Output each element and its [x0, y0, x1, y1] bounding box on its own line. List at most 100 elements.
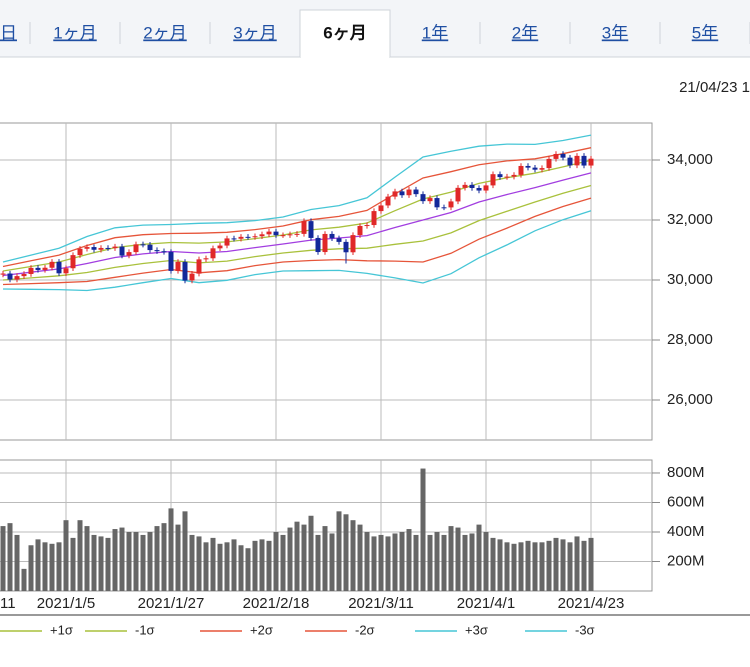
volume-bar [266, 540, 272, 591]
volume-bar [588, 537, 594, 591]
volume-bar [539, 542, 545, 591]
candle-body [504, 176, 510, 178]
volume-bar [245, 548, 251, 591]
tab[interactable]: 1ヶ月 [53, 23, 96, 42]
candle-body [238, 236, 244, 239]
volume-bar [497, 539, 503, 591]
volume-bar [357, 524, 363, 591]
candle-body [567, 157, 573, 166]
candle-body [588, 158, 594, 166]
tab[interactable]: 3ヶ月 [233, 23, 276, 42]
x-tick-label: 2021/2/18 [243, 595, 310, 612]
tab[interactable]: 日 [0, 23, 17, 42]
volume-bar [161, 523, 167, 591]
candle-body [252, 236, 258, 238]
price-panel [0, 122, 653, 441]
volume-bar [469, 533, 475, 591]
tab[interactable]: 5年 [692, 23, 718, 42]
band-line [2, 159, 592, 272]
volume-bar [546, 540, 552, 591]
tab[interactable]: 2年 [512, 23, 538, 42]
tab[interactable]: 1年 [422, 23, 448, 42]
legend-label: -3σ [575, 622, 595, 637]
volume-bar [224, 542, 230, 591]
candle-body [308, 221, 314, 238]
candle-body [462, 184, 468, 188]
candle-body [357, 225, 363, 236]
x-tick-label: 2021/3/11 [348, 595, 414, 612]
volume-bar [567, 542, 573, 591]
tab[interactable]: 3年 [602, 23, 628, 42]
candle-body [245, 236, 251, 238]
volume-bar [406, 529, 412, 591]
volume-bar [273, 531, 279, 591]
x-tick-label: 2021/4/1 [457, 595, 515, 612]
volume-bar [112, 529, 118, 591]
volume-bar [231, 539, 237, 591]
volume-bar [420, 468, 426, 591]
candle-body [0, 273, 6, 275]
y-tick-label: 28,000 [667, 331, 713, 348]
candle-body [168, 251, 174, 271]
candle-body [203, 258, 209, 260]
volume-bar [119, 527, 125, 591]
x-tick-label: 2021/1/5 [37, 595, 95, 612]
band-line [2, 197, 592, 286]
x-tick-label: 11 [0, 595, 16, 612]
volume-bar [196, 536, 202, 591]
volume-bar [238, 545, 244, 591]
band-line [2, 172, 592, 277]
volume-bar [308, 515, 314, 591]
band-line [2, 210, 592, 292]
candle-body [469, 184, 475, 189]
volume-bar [441, 534, 447, 591]
volume-bar [490, 537, 496, 591]
candle-body [574, 155, 580, 166]
volume-bar [203, 542, 209, 591]
candle-body [119, 246, 125, 256]
volume-bar [147, 531, 153, 591]
volume-bar [413, 534, 419, 591]
volume-bar [511, 543, 517, 591]
candle-body [196, 259, 202, 274]
candle-body [392, 191, 398, 197]
y-tick-label: 34,000 [667, 151, 713, 168]
candle-body [581, 155, 587, 166]
candle-body [259, 234, 265, 237]
candle-body [63, 268, 69, 274]
candle-body [322, 233, 328, 253]
y-tick-label: 400M [667, 523, 705, 540]
volume-bar [0, 526, 6, 591]
candle-body [42, 267, 48, 270]
band-line [2, 184, 592, 281]
candle-body [546, 158, 552, 169]
volume-bar [77, 520, 83, 591]
volume-bar [154, 526, 160, 591]
candle-body [147, 244, 153, 251]
candle-body [280, 235, 286, 237]
legend-label: -2σ [355, 622, 375, 637]
volume-bar [462, 534, 468, 591]
volume-bar [504, 542, 510, 591]
volume-bar [98, 536, 104, 591]
candle-body [56, 261, 62, 274]
volume-bar [28, 545, 34, 591]
volume-bar [189, 534, 195, 591]
volume-bar [322, 526, 328, 591]
legend-label: +3σ [465, 622, 488, 637]
candle-body [189, 273, 195, 281]
candle-body [105, 247, 111, 249]
volume-bar [574, 536, 580, 591]
band-line [2, 147, 592, 268]
tab[interactable]: 6ヶ月 [323, 23, 366, 42]
candle-body [294, 233, 300, 235]
candle-body [315, 237, 321, 253]
candle-body [301, 221, 307, 234]
tab-selected-fill [301, 11, 389, 58]
tab[interactable]: 2ヶ月 [143, 23, 186, 42]
candle-body [266, 231, 272, 235]
candle-body [161, 251, 167, 253]
candle-body [175, 261, 181, 271]
candle-body [140, 244, 146, 246]
x-tick-label: 2021/1/27 [138, 595, 205, 612]
